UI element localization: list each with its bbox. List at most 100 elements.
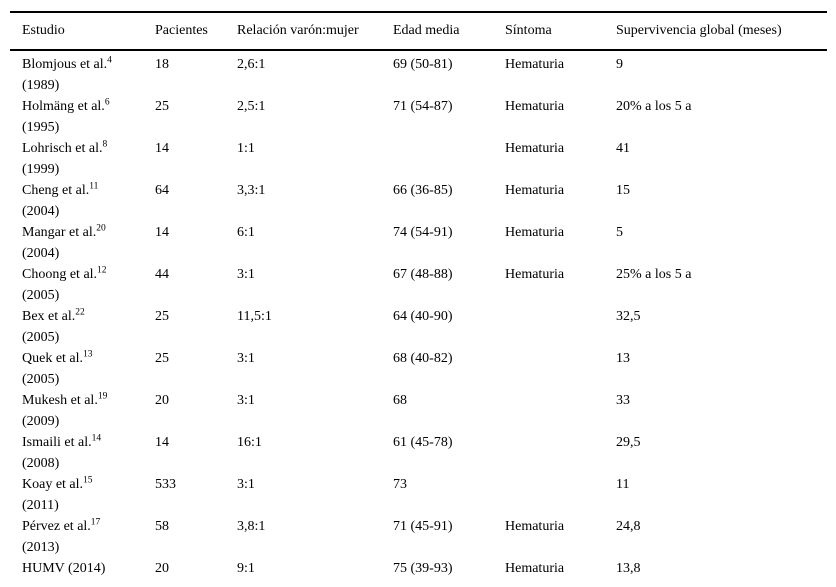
- study-name: Ismaili et al.: [22, 435, 92, 450]
- cell-age: 66 (36-85): [393, 183, 453, 198]
- study-reference-number: 17: [90, 517, 101, 528]
- cell-ratio: 16:1: [237, 435, 262, 450]
- cell-symptom: [505, 474, 616, 516]
- cell-age: 68 (40-82): [393, 351, 453, 366]
- cell-age: 61 (45-78): [393, 435, 453, 450]
- column-header-relacion-varon-mujer: Relación varón:mujer: [237, 12, 393, 51]
- cell-ratio: 2,6:1: [237, 57, 266, 72]
- cell-survival: 5: [616, 225, 623, 240]
- study-reference-number: 13: [83, 349, 93, 360]
- cell-ratio: 9:1: [237, 561, 255, 576]
- cell-survival: 11: [616, 477, 630, 492]
- cell-ratio: 3,8:1: [237, 519, 266, 534]
- cell-age: [393, 138, 505, 180]
- study-name: Cheng et al.: [22, 183, 90, 198]
- study-year: (1995): [22, 120, 60, 135]
- study-reference-number: 12: [97, 265, 107, 276]
- study-name: Lohrisch et al.: [22, 141, 103, 156]
- cell-symptom: [505, 348, 616, 390]
- study-name: Blomjous et al.: [22, 57, 108, 72]
- cell-symptom: [505, 390, 616, 432]
- cell-symptom: Hematuria: [505, 225, 565, 240]
- cell-symptom: Hematuria: [505, 519, 565, 534]
- study-year: (2008): [22, 456, 60, 471]
- study-name: Holmäng et al.: [22, 99, 105, 114]
- column-header-supervivencia-global: Supervivencia global (meses): [616, 12, 827, 51]
- cell-study: Mukesh et al.19 (2009): [10, 390, 155, 432]
- cell-symptom: Hematuria: [505, 267, 565, 282]
- cell-survival: 20% a los 5 a: [616, 99, 692, 114]
- cell-study: Cheng et al.11 (2004): [10, 180, 155, 222]
- cell-survival: 25% a los 5 a: [616, 267, 692, 282]
- cell-survival: 29,5: [616, 435, 641, 450]
- cell-age: 64 (40-90): [393, 309, 453, 324]
- study-name: Choong et al.: [22, 267, 98, 282]
- cell-ratio: 3:1: [237, 393, 255, 408]
- cell-symptom: Hematuria: [505, 141, 565, 156]
- cell-ratio: 3:1: [237, 267, 255, 282]
- cell-study: Ismaili et al.14 (2008): [10, 432, 155, 474]
- cell-patients: 533: [155, 477, 176, 492]
- study-year: (2005): [22, 330, 60, 345]
- cell-ratio: 3,3:1: [237, 183, 266, 198]
- study-year: (1989): [22, 78, 60, 93]
- cell-symptom: Hematuria: [505, 183, 565, 198]
- table-row: Koay et al.15 (2011) 533 3:1 73 11: [10, 474, 827, 516]
- cell-age: 71 (45-91): [393, 519, 453, 534]
- study-year: (2011): [22, 498, 59, 513]
- study-year: (2013): [22, 540, 60, 555]
- study-name: Mangar et al.: [22, 225, 97, 240]
- cell-ratio: 3:1: [237, 351, 255, 366]
- cell-age: 67 (48-88): [393, 267, 453, 282]
- cell-survival: 9: [616, 57, 623, 72]
- cell-survival: 24,8: [616, 519, 641, 534]
- cell-survival: 33: [616, 393, 630, 408]
- cell-patients: 44: [155, 267, 169, 282]
- cell-symptom: [505, 432, 616, 474]
- cell-ratio: 6:1: [237, 225, 255, 240]
- cell-patients: 25: [155, 351, 169, 366]
- study-name: Mukesh et al.: [22, 393, 98, 408]
- study-year: (2005): [22, 288, 60, 303]
- table-row: Pérvez et al.17 (2013) 58 3,8:1 71 (45-91) He…: [10, 516, 827, 558]
- cell-patients: 25: [155, 99, 169, 114]
- header-row: Estudio Pacientes Relación varón:mujer E…: [10, 12, 827, 51]
- cell-survival: 15: [616, 183, 630, 198]
- study-reference-number: 19: [97, 391, 108, 402]
- cell-study: Mangar et al.20 (2004): [10, 222, 155, 264]
- cell-symptom: Hematuria: [505, 57, 565, 72]
- cell-patients: 20: [155, 393, 169, 408]
- study-reference-number: 6: [104, 97, 110, 108]
- cell-patients: 14: [155, 435, 169, 450]
- cell-survival: 13: [616, 351, 630, 366]
- table-row: Choong et al.12 (2005) 44 3:1 67 (48-88) Hema…: [10, 264, 827, 306]
- study-reference-number: 22: [75, 307, 85, 318]
- cell-patients: 58: [155, 519, 169, 534]
- column-header-sintoma: Síntoma: [505, 12, 616, 51]
- cell-study: Pérvez et al.17 (2013): [10, 516, 155, 558]
- cell-patients: 25: [155, 309, 169, 324]
- cell-study: Blomjous et al.4 (1989): [10, 50, 155, 96]
- table-row: HUMV (2014) 20 9:1 75 (39-93) Hematuria 13,8: [10, 558, 827, 587]
- study-name: Koay et al.: [22, 477, 84, 492]
- cell-age: 68: [393, 393, 407, 408]
- table-row: Quek et al.13 (2005) 25 3:1 68 (40-82) 13: [10, 348, 827, 390]
- cell-ratio: 3:1: [237, 477, 255, 492]
- cell-study: HUMV (2014): [10, 558, 155, 587]
- cell-age: 73: [393, 477, 407, 492]
- cell-age: 75 (39-93): [393, 561, 453, 576]
- study-reference-number: 14: [91, 433, 102, 444]
- studies-table: Estudio Pacientes Relación varón:mujer E…: [10, 11, 827, 587]
- cell-ratio: 2,5:1: [237, 99, 266, 114]
- table-row: Mangar et al.20 (2004) 14 6:1 74 (54-91) Hema…: [10, 222, 827, 264]
- cell-study: Koay et al.15 (2011): [10, 474, 155, 516]
- table-row: Mukesh et al.19 (2009) 20 3:1 68 33: [10, 390, 827, 432]
- cell-survival: 41: [616, 141, 630, 156]
- cell-ratio: 1:1: [237, 141, 255, 156]
- study-year: (2004): [22, 204, 60, 219]
- cell-study: Bex et al.22 (2005): [10, 306, 155, 348]
- cell-patients: 18: [155, 57, 169, 72]
- cell-symptom: Hematuria: [505, 561, 565, 576]
- cell-age: 74 (54-91): [393, 225, 453, 240]
